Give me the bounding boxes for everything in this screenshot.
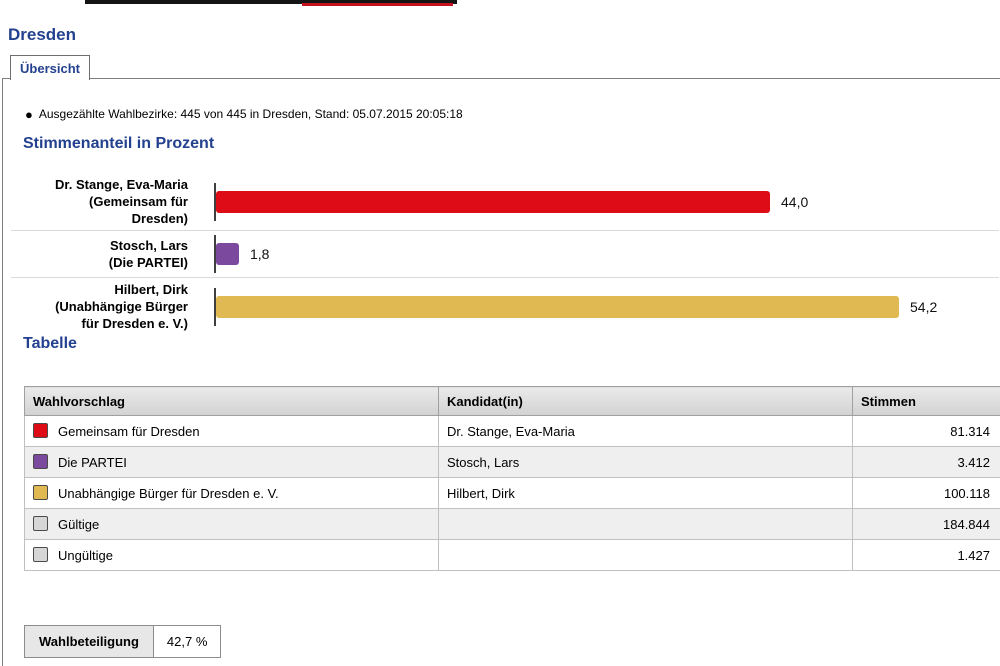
cell-stimmen: 184.844 xyxy=(852,508,1000,540)
table-row: Gemeinsam für Dresden Dr. Stange, Eva-Ma… xyxy=(24,415,1000,447)
legend-swatch xyxy=(33,485,48,500)
cell-stimmen: 100.118 xyxy=(852,477,1000,509)
cell-wahlvorschlag: Ungültige xyxy=(24,539,439,571)
axis-tick xyxy=(214,235,216,273)
chart-row: Dr. Stange, Eva-Maria (Gemeinsam für Dre… xyxy=(11,173,999,231)
status-text: Ausgezählte Wahlbezirke: 445 von 445 in … xyxy=(38,107,463,121)
table-title: Tabelle xyxy=(23,335,77,352)
cell-kandidat: Hilbert, Dirk xyxy=(438,477,853,509)
cell-stimmen: 1.427 xyxy=(852,539,1000,571)
clipped-heading-remnant-red xyxy=(302,3,453,6)
turnout-label: Wahlbeteiligung xyxy=(24,625,154,658)
content-panel: ● Ausgezählte Wahlbezirke: 445 von 445 i… xyxy=(2,78,1000,666)
axis-tick xyxy=(214,182,216,221)
turnout-value: 42,7 % xyxy=(152,625,222,658)
cell-kandidat: Stosch, Lars xyxy=(438,446,853,478)
cell-kandidat xyxy=(438,539,853,571)
column-header-kandidat: Kandidat(in) xyxy=(438,386,853,416)
tab-uebersicht-label: Übersicht xyxy=(20,60,80,76)
table-row: Unabhängige Bürger für Dresden e. V. Hil… xyxy=(24,477,1000,509)
bar-zone: 44,0 xyxy=(214,182,999,222)
cell-wahlvorschlag: Die PARTEI xyxy=(24,446,439,478)
cell-stimmen: 3.412 xyxy=(852,446,1000,478)
vote-share-chart: Dr. Stange, Eva-Maria (Gemeinsam für Dre… xyxy=(11,173,999,335)
chart-title: Stimmenanteil in Prozent xyxy=(23,135,215,152)
chart-row: Hilbert, Dirk (Unabhängige Bürger für Dr… xyxy=(11,278,999,335)
table-row: Ungültige 1.427 xyxy=(24,539,1000,571)
legend-swatch xyxy=(33,454,48,469)
bar-zone: 1,8 xyxy=(214,234,999,274)
table-row: Gültige 184.844 xyxy=(24,508,1000,540)
bar-zone: 54,2 xyxy=(214,287,999,327)
column-header-stimmen: Stimmen xyxy=(852,386,1000,416)
cell-wahlvorschlag: Unabhängige Bürger für Dresden e. V. xyxy=(24,477,439,509)
chart-row: Stosch, Lars (Die PARTEI) 1,8 xyxy=(11,231,999,278)
table-header-row: Wahlvorschlag Kandidat(in) Stimmen xyxy=(24,386,1000,416)
status-indicator: ● Ausgezählte Wahlbezirke: 445 von 445 i… xyxy=(25,107,463,121)
page-title: Dresden xyxy=(8,25,77,44)
bar xyxy=(216,190,770,213)
turnout-table: Wahlbeteiligung 42,7 % xyxy=(24,625,222,658)
bar xyxy=(216,243,239,265)
cell-wahlvorschlag: Gültige xyxy=(24,508,439,540)
column-header-wahlvorschlag: Wahlvorschlag xyxy=(24,386,439,416)
legend-swatch xyxy=(33,516,48,531)
cell-wahlvorschlag: Gemeinsam für Dresden xyxy=(24,415,439,447)
clipped-heading-remnant xyxy=(85,0,457,4)
legend-swatch xyxy=(33,423,48,438)
status-dot-icon: ● xyxy=(25,106,33,122)
bar-label: Hilbert, Dirk (Unabhängige Bürger für Dr… xyxy=(55,282,188,331)
bar xyxy=(216,295,899,318)
cell-kandidat: Dr. Stange, Eva-Maria xyxy=(438,415,853,447)
bar-label: Dr. Stange, Eva-Maria (Gemeinsam für Dre… xyxy=(55,177,188,226)
results-table: Wahlvorschlag Kandidat(in) Stimmen Gemei… xyxy=(24,386,1000,571)
bar-value: 1,8 xyxy=(250,246,270,262)
tab-uebersicht[interactable]: Übersicht xyxy=(10,55,90,80)
cell-stimmen: 81.314 xyxy=(852,415,1000,447)
bar-label: Stosch, Lars (Die PARTEI) xyxy=(108,238,188,270)
table-row: Die PARTEI Stosch, Lars 3.412 xyxy=(24,446,1000,478)
legend-swatch xyxy=(33,547,48,562)
bar-value: 44,0 xyxy=(781,193,809,210)
bar-value: 54,2 xyxy=(910,298,938,315)
axis-tick xyxy=(214,287,216,326)
cell-kandidat xyxy=(438,508,853,540)
